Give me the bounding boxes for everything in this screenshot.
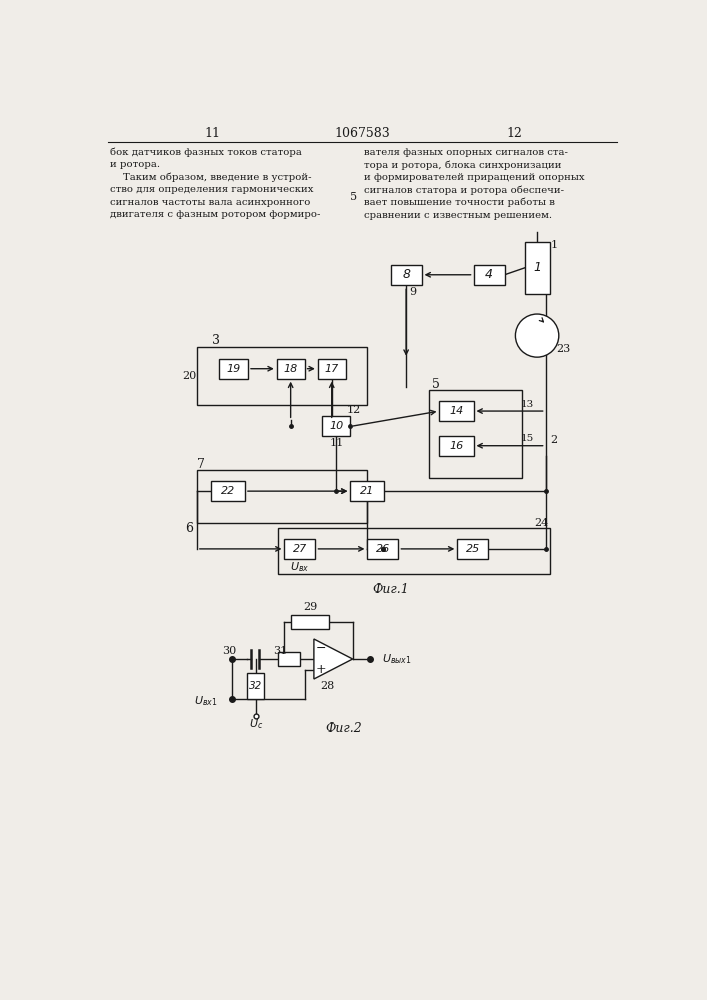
Text: +: + [315, 663, 326, 676]
Text: 29: 29 [303, 602, 317, 612]
Text: 24: 24 [534, 518, 549, 528]
Text: $U_{вых1}$: $U_{вых1}$ [382, 652, 411, 666]
Text: 14: 14 [450, 406, 464, 416]
Text: 1: 1 [551, 240, 558, 250]
Bar [284, 539, 315, 559]
Text: −: − [315, 642, 326, 655]
Bar [368, 539, 398, 559]
Text: 1067583: 1067583 [335, 127, 390, 140]
Text: 23: 23 [556, 344, 571, 354]
Bar [322, 416, 351, 436]
Text: $U_{вх1}$: $U_{вх1}$ [194, 694, 218, 708]
Text: 17: 17 [325, 364, 339, 374]
Text: 20: 20 [182, 371, 197, 381]
Text: 1: 1 [533, 261, 541, 274]
Circle shape [515, 314, 559, 357]
Text: 11: 11 [329, 438, 344, 448]
Text: 12: 12 [507, 127, 522, 140]
Bar [351, 481, 385, 501]
Text: 27: 27 [293, 544, 307, 554]
Text: 6: 6 [185, 522, 193, 535]
Bar [317, 359, 346, 379]
Bar [457, 539, 489, 559]
Text: 21: 21 [361, 486, 375, 496]
Text: 32: 32 [249, 681, 262, 691]
Text: 8: 8 [402, 268, 410, 281]
Text: 22: 22 [221, 486, 235, 496]
Text: $U_{вх}$: $U_{вх}$ [291, 560, 310, 574]
Text: 18: 18 [284, 364, 298, 374]
Text: 3: 3 [212, 334, 221, 347]
Text: 25: 25 [466, 544, 480, 554]
Bar [279, 652, 300, 666]
Bar [440, 401, 474, 421]
Text: Фиг.1: Фиг.1 [373, 583, 409, 596]
Bar [197, 347, 368, 405]
Text: 31: 31 [274, 646, 288, 656]
Bar [247, 673, 264, 699]
Text: 19: 19 [226, 364, 240, 374]
Text: 4: 4 [485, 268, 493, 281]
Bar [276, 359, 305, 379]
Bar [525, 242, 549, 294]
Bar [218, 359, 248, 379]
Text: Фиг.2: Фиг.2 [326, 722, 363, 735]
Bar [279, 528, 549, 574]
Text: 28: 28 [321, 681, 335, 691]
Text: 11: 11 [204, 127, 221, 140]
Text: 26: 26 [375, 544, 390, 554]
Bar [391, 265, 421, 285]
Text: 5: 5 [350, 192, 357, 202]
Text: 15: 15 [521, 434, 534, 443]
Text: 13: 13 [521, 400, 534, 409]
Bar [211, 481, 245, 501]
Text: вателя фазных опорных сигналов ста-
тора и ротора, блока синхронизации
и формиро: вателя фазных опорных сигналов ста- тора… [363, 148, 584, 220]
Text: 5: 5 [432, 378, 440, 391]
Text: 9: 9 [409, 287, 416, 297]
Bar [440, 436, 474, 456]
Text: $U_c$: $U_c$ [249, 717, 263, 731]
Bar [429, 389, 522, 478]
Text: 7: 7 [197, 458, 205, 471]
Text: 16: 16 [450, 441, 464, 451]
Text: бок датчиков фазных токов статора
и ротора.
    Таким образом, введение в устрой: бок датчиков фазных токов статора и рото… [110, 148, 320, 219]
Polygon shape [314, 639, 353, 679]
Bar [474, 265, 505, 285]
Text: 2: 2 [550, 435, 557, 445]
Bar [291, 615, 329, 629]
Text: 10: 10 [329, 421, 344, 431]
Text: 30: 30 [222, 646, 237, 656]
Bar [197, 470, 368, 523]
Text: 12: 12 [346, 405, 361, 415]
